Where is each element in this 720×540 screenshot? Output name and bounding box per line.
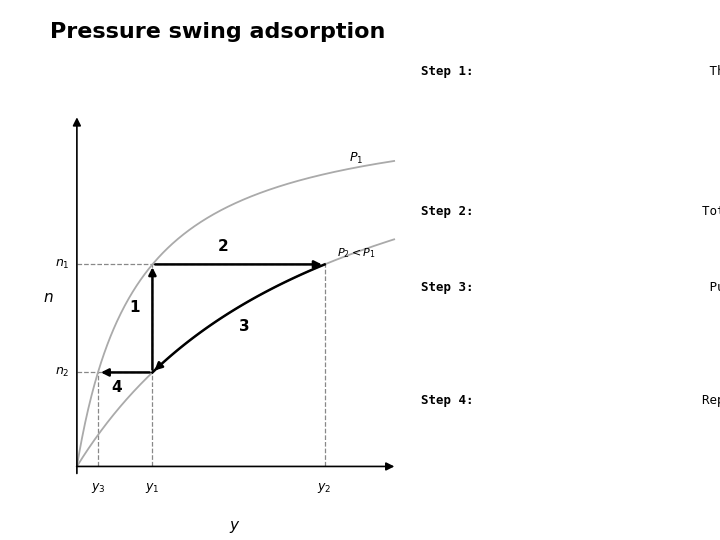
Text: Step 4:: Step 4: <box>421 394 474 407</box>
Text: $y_2$: $y_2$ <box>318 481 332 495</box>
Text: The feed fluid at y=p1/P1
        and T1 is passed through
        adsorbent. Eq: The feed fluid at y=p1/P1 and T1 is pass… <box>703 65 720 123</box>
Text: Step 2:: Step 2: <box>421 205 474 218</box>
Text: $n_1$: $n_1$ <box>55 258 69 271</box>
Text: Step 1:: Step 1: <box>421 65 474 78</box>
Text: 3: 3 <box>239 320 250 334</box>
Text: y: y <box>230 518 238 533</box>
Text: $P_1$: $P_1$ <box>348 151 363 166</box>
Text: Purge stream is passed
        of the sample removing the
        component from: Purge stream is passed of the sample rem… <box>703 281 720 324</box>
Text: $n_2$: $n_2$ <box>55 366 69 379</box>
Text: n: n <box>43 289 53 305</box>
Text: $y_3$: $y_3$ <box>91 481 105 495</box>
Text: $P_2 < P_1$: $P_2 < P_1$ <box>337 246 375 260</box>
Text: $y_1$: $y_1$ <box>145 481 160 495</box>
Text: Repressurization tp P1: Repressurization tp P1 <box>703 394 720 407</box>
Text: 4: 4 <box>111 380 122 395</box>
Text: 1: 1 <box>129 300 140 315</box>
Text: Step 3:: Step 3: <box>421 281 474 294</box>
Text: Total pressure reduced
        (blowdown step). y2=p1/P2>y1: Total pressure reduced (blowdown step). … <box>703 205 720 233</box>
Text: Pressure swing adsorption: Pressure swing adsorption <box>50 22 386 42</box>
Text: 2: 2 <box>218 239 229 254</box>
